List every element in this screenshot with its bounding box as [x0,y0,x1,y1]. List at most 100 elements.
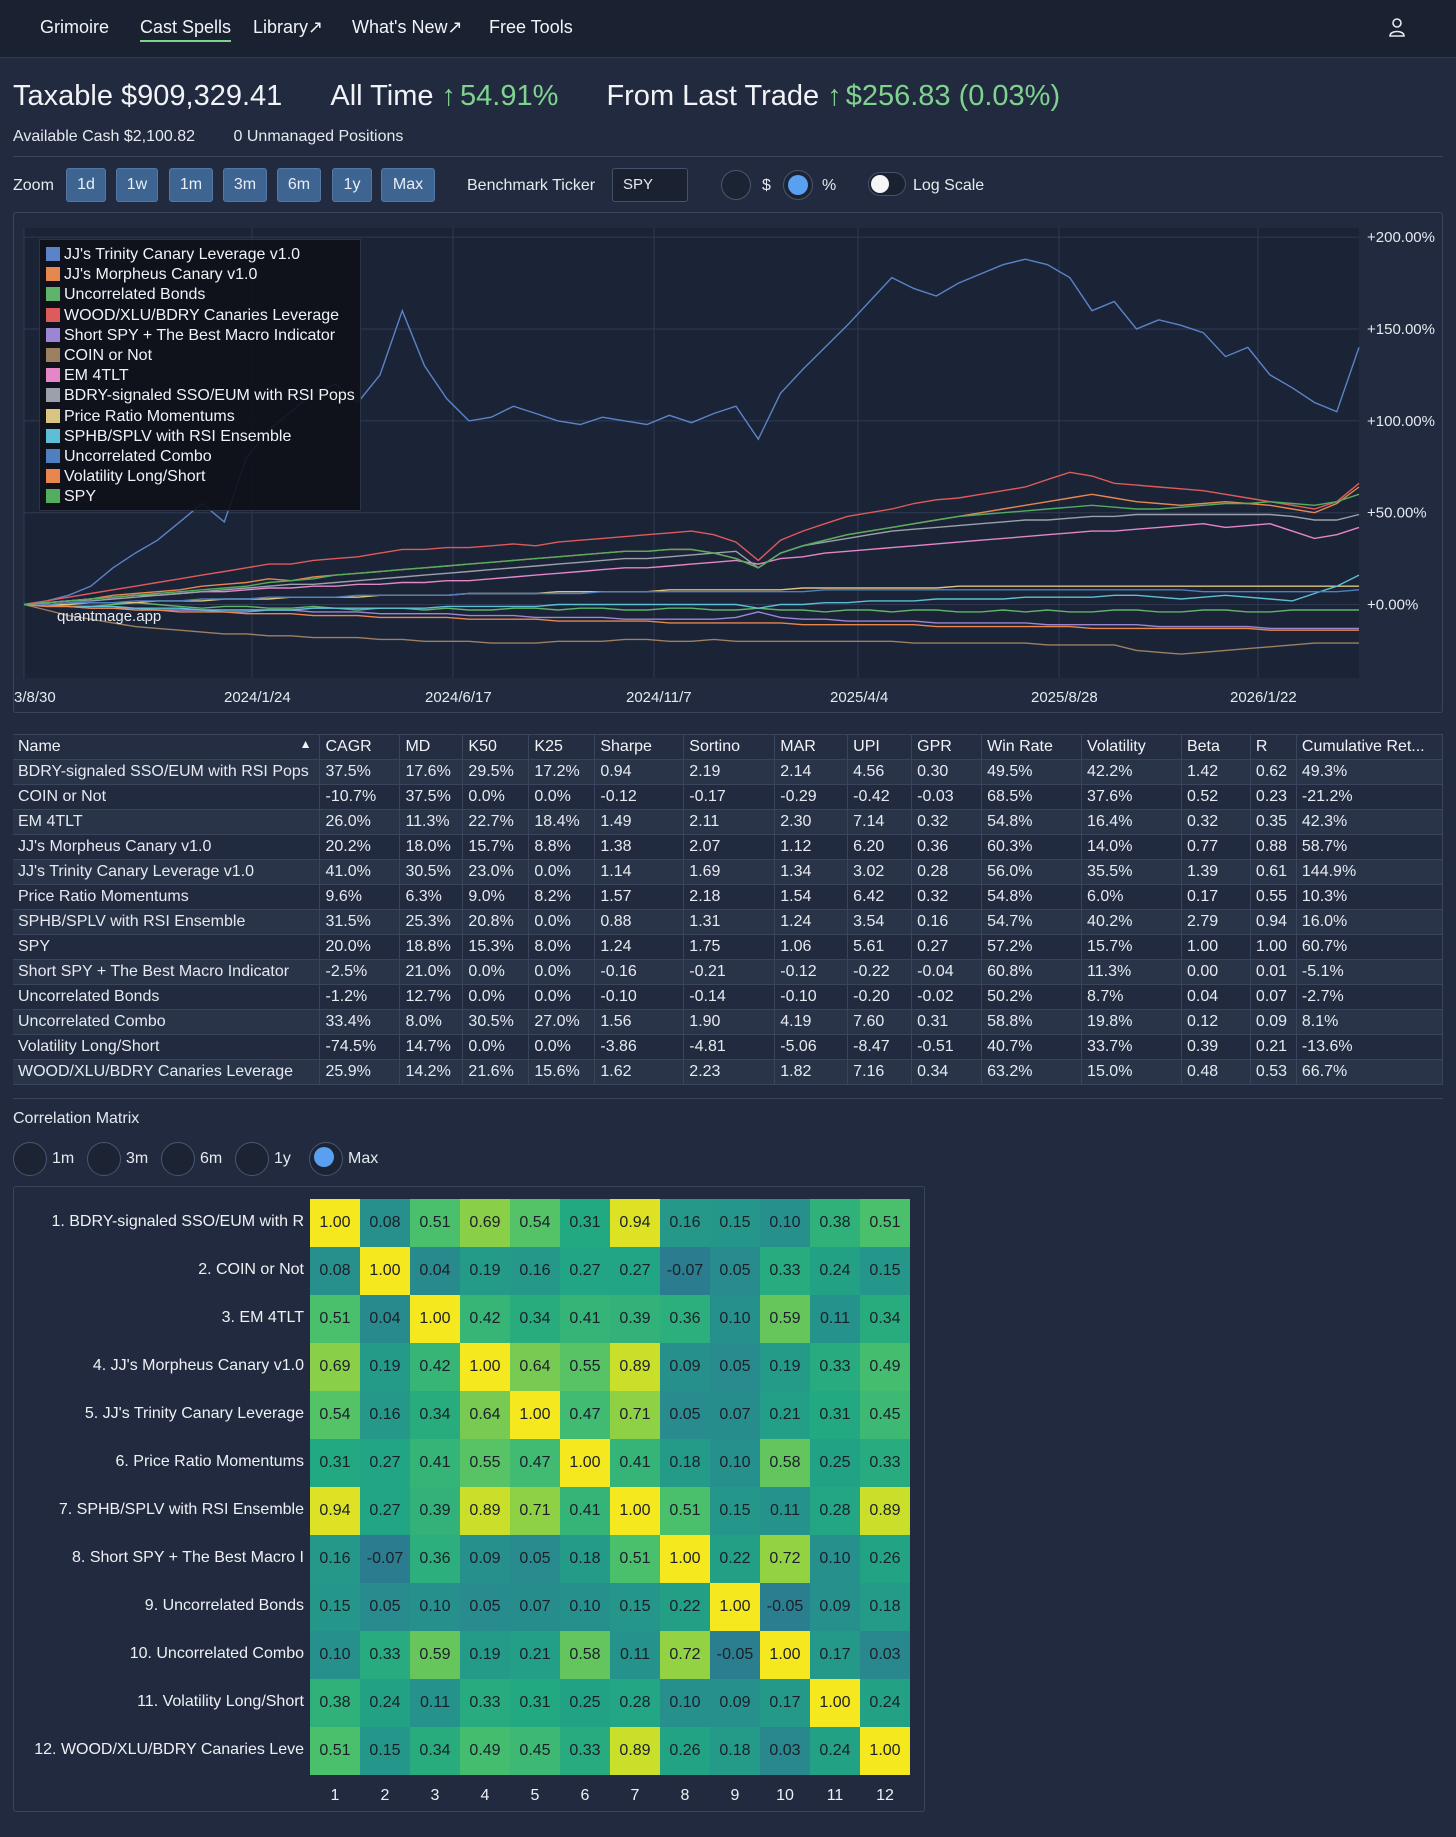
matrix-cell: 0.24 [810,1247,860,1295]
table-row[interactable]: BDRY-signaled SSO/EUM with RSI Pops 37.5%… [13,759,1444,785]
legend-item[interactable]: Short SPY + The Best Macro Indicator [46,326,360,346]
nav-library[interactable]: Library↗ [253,17,324,37]
legend-item[interactable]: EM 4TLT [46,366,360,386]
legend-item[interactable]: SPHB/SPLV with RSI Ensemble [46,427,360,447]
table-row[interactable]: Volatility Long/Short -74.5% 14.7% 0.0% 0.0%… [13,1034,1444,1060]
alltime-label: All Time [330,80,434,112]
table-row[interactable]: JJ's Morpheus Canary v1.0 20.2% 18.0% 15.7%… [13,834,1444,860]
nav-cast-spells[interactable]: Cast Spells [140,17,232,42]
table-row[interactable]: COIN or Not -10.7% 37.5% 0.0% 0.0% -0.12 -0.17… [13,784,1444,810]
matrix-col-label: 11 [826,1787,844,1804]
table-cell: 1.90 [683,1009,776,1035]
legend-item[interactable]: Uncorrelated Combo [46,447,360,467]
zoom-1m-button[interactable]: 1m [169,168,213,202]
benchmark-ticker-input[interactable]: SPY [612,168,688,202]
table-row[interactable]: JJ's Trinity Canary Leverage v1.0 41.0% 30… [13,859,1444,885]
legend-swatch [46,267,60,282]
table-cell: 7.14 [847,809,913,835]
period-radio-max[interactable] [309,1142,343,1176]
matrix-cell: 0.15 [610,1583,660,1631]
percent-radio[interactable] [783,170,813,200]
matrix-row-label: 3. EM 4TLT [221,1309,304,1326]
user-icon[interactable] [1388,17,1406,37]
taxable-summary: Taxable $909,329.41 [13,80,282,113]
matrix-cell: 0.27 [560,1247,610,1295]
table-cell: 6.0% [1081,884,1182,910]
table-row[interactable]: Short SPY + The Best Macro Indicator -2.5… [13,959,1444,985]
table-row[interactable]: Price Ratio Momentums 9.6% 6.3% 9.0% 8.2% 1.5… [13,884,1444,910]
legend-item[interactable]: Price Ratio Momentums [46,407,360,427]
column-header[interactable]: Sharpe [594,734,685,760]
zoom-1y-button[interactable]: 1y [332,168,372,202]
legend-item[interactable]: SPY [46,487,360,507]
table-row[interactable]: EM 4TLT 26.0% 11.3% 22.7% 18.4% 1.49 2.11 2.30 7… [13,809,1444,835]
column-header[interactable]: Name ▲ [13,734,321,760]
period-radio-6m[interactable] [161,1142,195,1176]
nav-whats-new[interactable]: What's New↗ [352,17,463,37]
legend-item[interactable]: Uncorrelated Bonds [46,285,360,305]
table-cell: 2.14 [774,759,849,785]
matrix-cell: 0.05 [710,1247,760,1295]
zoom-3m-button[interactable]: 3m [223,168,267,202]
matrix-cell: 1.00 [560,1439,610,1487]
column-header[interactable]: CAGR [319,734,401,760]
table-cell: 2.79 [1181,909,1251,935]
dollar-radio[interactable] [721,170,751,200]
column-header[interactable]: Beta [1181,734,1251,760]
legend-item[interactable]: WOOD/XLU/BDRY Canaries Leverage [46,306,360,326]
zoom-6m-button[interactable]: 6m [277,168,321,202]
legend-item[interactable]: BDRY-signaled SSO/EUM with RSI Pops [46,386,360,406]
column-header[interactable]: K25 [528,734,596,760]
legend-swatch [46,348,60,363]
zoom-max-button[interactable]: Max [381,168,435,202]
column-header[interactable]: Sortino [683,734,776,760]
legend-swatch [46,428,60,443]
matrix-cell: 0.18 [860,1583,910,1631]
lasttrade-value: $256.83 (0.03%) [845,80,1061,112]
lasttrade-label: From Last Trade [606,80,820,112]
legend-item[interactable]: COIN or Not [46,346,360,366]
table-row[interactable]: SPY 20.0% 18.8% 15.3% 8.0% 1.24 1.75 1.06 5.61 0.… [13,934,1444,960]
table-row[interactable]: WOOD/XLU/BDRY Canaries Leverage 25.9% 14.2… [13,1059,1444,1085]
table-row[interactable]: SPHB/SPLV with RSI Ensemble 31.5% 25.3% 20.… [13,909,1444,935]
legend-item[interactable]: Volatility Long/Short [46,467,360,487]
table-cell: 2.30 [774,809,849,835]
nav-free-tools[interactable]: Free Tools [489,17,573,37]
column-header[interactable]: MD [399,734,464,760]
zoom-1d-button[interactable]: 1d [66,168,106,202]
nav-grimoire[interactable]: Grimoire [40,17,110,37]
table-cell: 0.32 [1181,809,1251,835]
period-radio-3m[interactable] [87,1142,121,1176]
period-radio-1m[interactable] [13,1142,47,1176]
table-cell: -0.17 [683,784,776,810]
table-cell: 49.5% [981,759,1083,785]
table-cell: 6.42 [847,884,913,910]
column-header[interactable]: UPI [847,734,913,760]
column-header[interactable]: Cumulative Ret... [1296,734,1444,760]
matrix-cell: 0.55 [560,1343,610,1391]
matrix-cell: 0.10 [560,1583,610,1631]
matrix-cell: 0.94 [610,1199,660,1247]
matrix-cell: 0.51 [310,1295,360,1343]
table-row[interactable]: Uncorrelated Bonds -1.2% 12.7% 0.0% 0.0% -0.1… [13,984,1444,1010]
table-cell: 2.18 [683,884,776,910]
matrix-cell: 0.19 [760,1343,810,1391]
chart-watermark: quantmage.app [57,608,161,625]
legend-item[interactable]: JJ's Trinity Canary Leverage v1.0 [46,245,360,265]
zoom-1w-button[interactable]: 1w [116,168,158,202]
table-cell: 2.19 [683,759,776,785]
legend-item[interactable]: JJ's Morpheus Canary v1.0 [46,265,360,285]
column-header[interactable]: Volatility [1081,734,1182,760]
column-header[interactable]: K50 [462,734,530,760]
table-cell: 8.0% [399,1009,464,1035]
table-row[interactable]: Uncorrelated Combo 33.4% 8.0% 30.5% 27.0% 1.5… [13,1009,1444,1035]
column-header[interactable]: GPR [911,734,983,760]
column-header[interactable]: MAR [774,734,849,760]
table-cell: 1.69 [683,859,776,885]
period-radio-1y[interactable] [235,1142,269,1176]
table-cell: -0.29 [774,784,849,810]
log-scale-toggle[interactable] [868,172,906,196]
column-header[interactable]: Win Rate [981,734,1083,760]
table-cell: 7.60 [847,1009,913,1035]
column-header[interactable]: R [1250,734,1297,760]
